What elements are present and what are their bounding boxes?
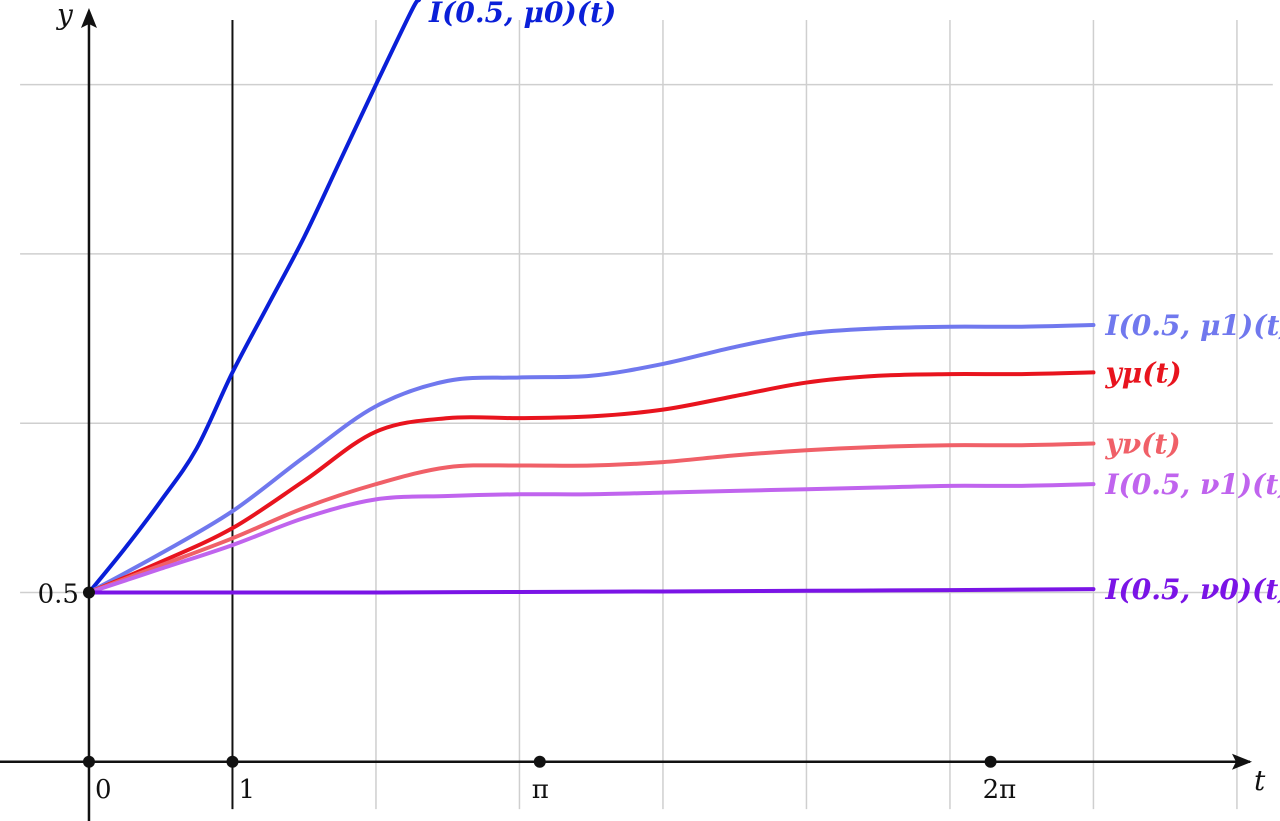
series-group [86, 0, 1096, 595]
series-label-6: I(0.5, ν0)(t) [1104, 573, 1280, 606]
series-line-2 [86, 323, 1096, 595]
ticks: 0 1 π 2π 0.5 [38, 579, 1017, 804]
x-axis-label: t [1254, 764, 1266, 797]
series-label-2: I(0.5, μ1)(t) [1104, 309, 1280, 342]
grid [20, 20, 1273, 810]
x-tick-label: 0 [95, 775, 112, 805]
series-line-5 [86, 482, 1096, 595]
x-tick-label: π [532, 775, 549, 805]
x-tick-dot [533, 755, 546, 768]
x-tick-dot [984, 755, 997, 768]
series-label-4: yν(t) [1104, 428, 1180, 461]
y-axis-label: y [55, 0, 74, 31]
series-label-5: I(0.5, ν1)(t) [1104, 468, 1280, 501]
x-tick-dot [226, 755, 239, 768]
series-line-1 [86, 0, 422, 595]
series-labels: I(0.5, μ0)(t) I(0.5, μ1)(t) yμ(t) yν(t) I(0.… [428, 0, 1280, 606]
series-label-3: yμ(t) [1104, 356, 1181, 389]
series-label-1: I(0.5, μ0)(t) [428, 0, 616, 29]
y-tick-label: 0.5 [38, 579, 79, 609]
series-line-3 [86, 370, 1096, 595]
x-axis-arrow [1232, 753, 1252, 770]
x-tick-dot [82, 755, 95, 768]
x-tick-label: 2π [983, 775, 1017, 805]
series-line-4 [86, 441, 1096, 595]
series-line-6 [86, 587, 1096, 595]
y-axis-arrow [80, 8, 97, 28]
y-tick-dot [82, 586, 95, 599]
x-tick-label: 1 [238, 775, 255, 805]
